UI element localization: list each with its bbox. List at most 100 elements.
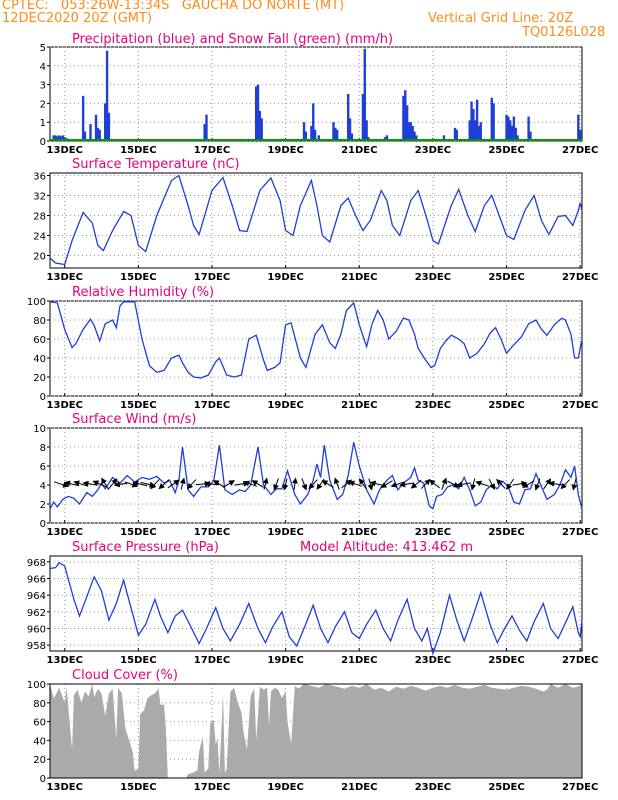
cloud-xtick-label: 23DEC [415,782,451,793]
temp-frame [49,172,583,269]
precip-bar [509,120,512,141]
temp-ytick-label: 20 [33,252,46,263]
precip-bar [505,114,508,141]
precip-bar [61,135,65,141]
wind-arrow [273,478,279,491]
precip-bar [310,125,313,141]
wind-arrow [506,478,515,490]
precip-xtick-label: 27DEC [562,145,598,156]
precip-bar [54,135,57,141]
precip-bar [413,131,416,141]
precip-xtick-label: 15DEC [120,145,156,156]
precip-bar [96,127,100,141]
wind-arrow [367,478,374,491]
precip-xtick-label: 19DEC [267,145,303,156]
wind-arrow [470,478,477,491]
panel-temp [47,172,583,269]
precip-xtick-label: 21DEC [341,145,377,156]
cloud-ytick-label: 100 [27,680,46,691]
rh-ytick-label: 40 [33,354,46,365]
precip-bar [404,90,407,141]
precip-bar [363,48,366,141]
cloud-xtick-label: 13DEC [47,782,83,793]
panel-precip [47,46,583,142]
pres-frame [49,555,583,652]
precip-ytick-label: 0 [40,137,46,148]
precip-bar [578,129,582,141]
pres-xtick-label: 13DEC [47,655,83,666]
pres-xtick-label: 25DEC [488,655,524,666]
temp-ytick-label: 24 [33,232,46,243]
wind-arrow [167,479,180,489]
wind-arrow [73,480,89,487]
precip-frame [49,46,583,142]
header-grid-note: Vertical Grid Line: 20Z [428,11,574,26]
cloud-xtick-label: 17DEC [194,782,230,793]
wind-ytick-label: 0 [40,519,46,530]
rh-ytick-label: 80 [33,316,46,327]
precip-ytick-label: 2 [40,99,46,110]
wind-arrow [101,477,110,490]
wind-arrow [222,480,236,488]
temp-xtick-label: 15DEC [120,272,156,283]
precip-xtick-label: 25DEC [488,145,524,156]
rh-line [49,301,583,379]
rh-ytick-label: 100 [27,297,46,308]
pres-ytick-label: 958 [27,641,46,652]
precip-bar [317,135,320,141]
panel-cloud [47,683,583,779]
precip-bar [385,135,389,141]
pres-title: Surface Pressure (hPa) [72,540,219,555]
precip-ytick-label: 4 [40,62,46,73]
wind-arrow [291,477,298,490]
wind-arrow [301,478,308,491]
temp-ytick-label: 32 [33,192,46,203]
wind-arrow [282,478,289,491]
precip-bar [260,118,263,141]
precip-bar [58,135,61,141]
wind-arrow [262,477,269,490]
wind-ytick-label: 2 [40,500,46,511]
wind-arrow [496,478,506,489]
rh-xtick-label: 13DEC [47,400,83,411]
wind-arrow [321,480,334,488]
precip-bar [334,127,337,141]
precip-bar [468,120,471,141]
precip-bar [507,116,510,141]
wind-ytick-label: 10 [33,424,46,435]
wind-arrow [441,477,448,490]
cloud-ytick-label: 80 [33,699,46,710]
rh-ytick-label: 20 [33,373,46,384]
wind-arrow [456,481,472,488]
rh-ytick-label: 60 [33,335,46,346]
precip-bar [312,103,315,141]
precip-bar [442,135,446,141]
precip-xtick-label: 13DEC [47,145,83,156]
temp-line [49,174,583,266]
precip-bar [52,135,55,141]
pres-xtick-label: 15DEC [120,655,156,666]
wind-arrow [132,480,148,487]
precip-bar [347,94,350,141]
pres-ytick-label: 962 [27,608,46,619]
precip-title: Precipitation (blue) and Snow Fall (gree… [72,32,393,47]
cloud-xtick-label: 25DEC [488,782,524,793]
header-code: TQ0126L028 [522,25,606,40]
precip-xtick-label: 23DEC [415,145,451,156]
precip-bar [56,136,59,141]
wind-arrow [179,477,186,490]
wind-arrow [334,477,340,490]
wind-xtick-label: 21DEC [341,527,377,538]
precip-bar [81,95,85,141]
wind-xtick-label: 19DEC [267,527,303,538]
precip-bar [365,120,368,141]
rh-xtick-label: 27DEC [562,400,598,411]
wind-xtick-label: 15DEC [120,527,156,538]
wind-arrow [475,480,490,487]
wind-xtick-label: 13DEC [47,527,83,538]
wind-arrow [488,478,496,490]
precip-bar [407,122,411,141]
precip-bar [475,99,479,141]
precip-bar [479,122,482,141]
